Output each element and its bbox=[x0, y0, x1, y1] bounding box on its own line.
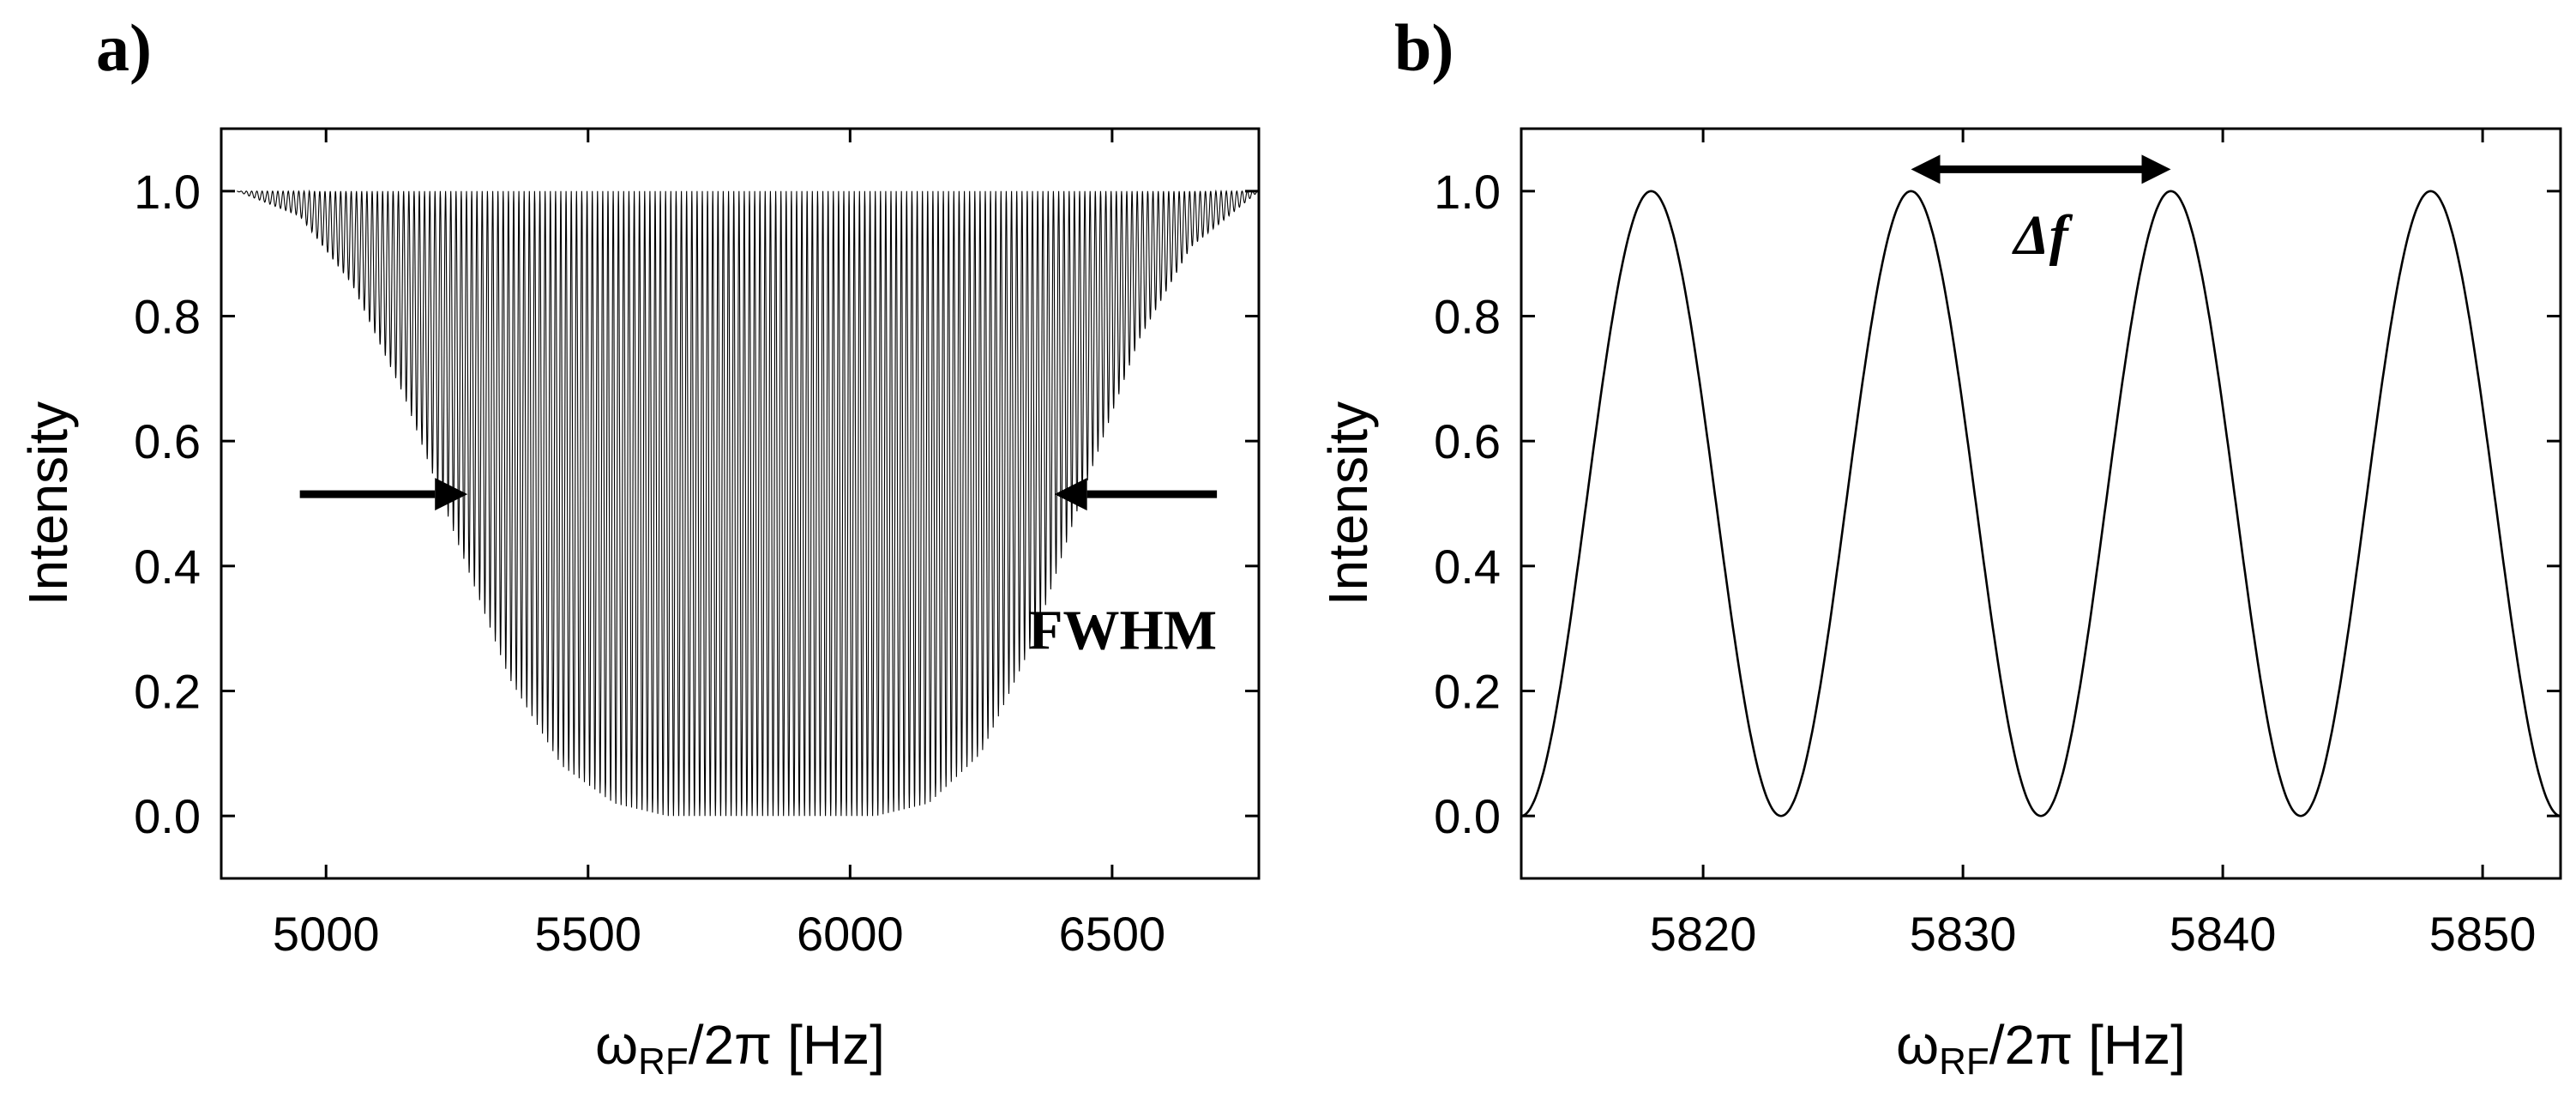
b-x-axis-tick-labels: 5820 5830 5840 5850 bbox=[1650, 907, 2537, 961]
b-xlabel-subscript: RF bbox=[1939, 1041, 1989, 1083]
fwhm-right-arrow-head bbox=[1054, 478, 1087, 511]
delta-f-arrow-head-right bbox=[2141, 154, 2171, 184]
b-intensity-series bbox=[1520, 190, 2561, 817]
b-xtick-label-1: 5830 bbox=[1910, 907, 2017, 961]
a-y-axis-ticks bbox=[221, 190, 1259, 817]
b-ytick-label-4: 0.8 bbox=[1434, 290, 1501, 344]
b-ytick-label-3: 0.6 bbox=[1434, 414, 1501, 468]
fwhm-left-arrow-head bbox=[435, 478, 468, 511]
a-ytick-label-0: 0.0 bbox=[134, 789, 201, 843]
a-xlabel-omega: ω bbox=[595, 1014, 638, 1076]
b-y-axis-title: Intensity bbox=[1317, 401, 1379, 606]
a-x-axis-tick-labels: 5000 5500 6000 6500 bbox=[273, 907, 1165, 961]
b-y-axis-ticks bbox=[1521, 190, 2561, 817]
a-x-axis-title: ωRF/2π [Hz] bbox=[595, 1014, 885, 1083]
b-xlabel-omega: ω bbox=[1896, 1014, 1939, 1076]
b-plot-area bbox=[1520, 190, 2561, 817]
a-intensity-series bbox=[237, 189, 1260, 817]
b-xtick-label-0: 5820 bbox=[1650, 907, 1757, 961]
panel-label-b: b) bbox=[1394, 10, 1454, 85]
a-ytick-label-5: 1.0 bbox=[134, 165, 201, 219]
b-x-axis-title: ωRF/2π [Hz] bbox=[1896, 1014, 2186, 1083]
a-annotations: FWHM bbox=[299, 478, 1218, 662]
b-ytick-label-5: 1.0 bbox=[1434, 165, 1501, 219]
b-ytick-label-0: 0.0 bbox=[1434, 789, 1501, 843]
a-xtick-label-2: 6000 bbox=[797, 907, 904, 961]
b-ytick-label-2: 0.4 bbox=[1434, 540, 1501, 594]
a-xlabel-tail: /2π [Hz] bbox=[689, 1014, 885, 1076]
fwhm-label: FWHM bbox=[1028, 600, 1217, 662]
a-ytick-label-2: 0.4 bbox=[134, 540, 201, 594]
a-xlabel-subscript: RF bbox=[638, 1041, 689, 1083]
a-xtick-label-0: 5000 bbox=[273, 907, 380, 961]
a-x-axis-ticks bbox=[324, 129, 1114, 878]
b-xtick-label-3: 5850 bbox=[2429, 907, 2537, 961]
b-y-axis-tick-labels: 0.0 0.2 0.4 0.6 0.8 1.0 bbox=[1434, 165, 1501, 843]
a-y-axis-tick-labels: 0.0 0.2 0.4 0.6 0.8 1.0 bbox=[134, 165, 201, 843]
b-xlabel-tail: /2π [Hz] bbox=[1989, 1014, 2186, 1076]
b-xtick-label-2: 5840 bbox=[2170, 907, 2277, 961]
a-ytick-label-1: 0.2 bbox=[134, 665, 201, 719]
a-plot-area bbox=[237, 189, 1260, 817]
delta-f-label: Δf bbox=[2011, 204, 2073, 267]
delta-f-arrow-head-left bbox=[1911, 154, 1941, 184]
a-ytick-label-3: 0.6 bbox=[134, 414, 201, 468]
a-ytick-label-4: 0.8 bbox=[134, 290, 201, 344]
a-xtick-label-1: 5500 bbox=[534, 907, 641, 961]
b-annotations: Δf bbox=[1911, 154, 2171, 267]
a-axes-frame bbox=[220, 127, 1261, 880]
a-xtick-label-3: 6500 bbox=[1059, 907, 1166, 961]
panel-b: b) 0.0 0.2 0.4 0.6 0.8 1.0 5 bbox=[1317, 10, 2562, 1083]
panel-label-a: a) bbox=[96, 10, 152, 85]
b-axes-frame bbox=[1520, 127, 2562, 880]
b-ytick-label-1: 0.2 bbox=[1434, 665, 1501, 719]
panel-a: a) 0.0 0.2 0.4 0.6 0.8 1.0 5 bbox=[17, 10, 1261, 1083]
b-x-axis-ticks bbox=[1701, 129, 2484, 878]
a-y-axis-title: Intensity bbox=[17, 401, 79, 606]
